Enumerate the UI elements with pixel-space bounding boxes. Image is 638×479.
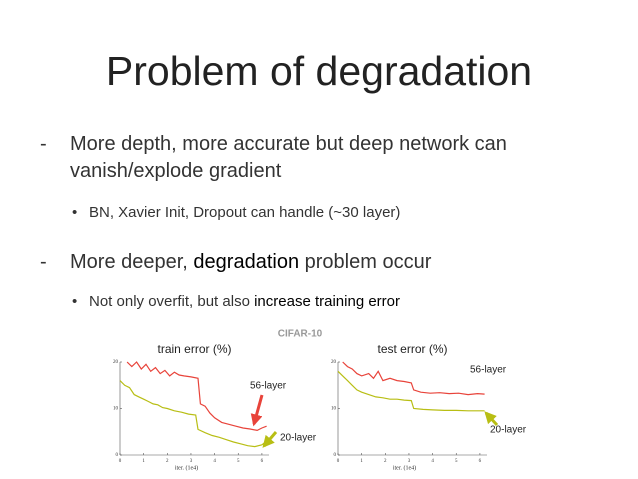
line-series: [342, 361, 485, 396]
arrow: [484, 411, 499, 427]
y-tick-label: 10: [113, 407, 119, 412]
dash: -: [40, 133, 47, 155]
x-tick-label: 6: [479, 459, 482, 464]
y-tick-label: 20: [331, 360, 337, 365]
line-series: [337, 370, 485, 412]
x-axis-label: iter. (1e4): [175, 464, 198, 471]
x-tick-label: 4: [431, 459, 434, 464]
sub-bullet: Not only overfit, but also increase trai…: [89, 293, 400, 310]
arrow: [250, 394, 264, 427]
sub-bullet-text: BN, Xavier Init, Dropout can handle (~30…: [89, 204, 401, 221]
x-tick-label: 0: [119, 459, 122, 464]
x-tick-label: 5: [455, 459, 458, 464]
annotation: 20-layer: [280, 433, 317, 444]
y-tick-label: 0: [116, 453, 119, 458]
x-tick-label: 2: [384, 459, 387, 464]
chart-title: train error (%): [157, 342, 231, 356]
x-tick-label: 0: [337, 459, 340, 464]
bullet-text: More depth, more accurate but deep netwo…: [70, 133, 513, 182]
y-tick-label: 10: [331, 407, 337, 412]
annotation: 56-layer: [470, 365, 507, 376]
figure-title: CIFAR-10: [278, 329, 323, 340]
x-tick-label: 1: [360, 459, 363, 464]
y-tick-label: 0: [334, 453, 337, 458]
x-tick-label: 1: [142, 459, 145, 464]
annotation: 20-layer: [490, 425, 527, 436]
bullet-text: problem occur: [299, 251, 432, 273]
dot: •: [72, 293, 78, 310]
x-tick-label: 3: [190, 459, 193, 464]
x-tick-label: 3: [408, 459, 411, 464]
y-tick-label: 20: [113, 360, 119, 365]
x-tick-label: 6: [261, 459, 264, 464]
x-tick-label: 2: [166, 459, 169, 464]
bullet-text: More deeper,: [70, 251, 194, 273]
x-tick-label: 5: [237, 459, 240, 464]
line-series: [119, 380, 267, 448]
x-axis-label: iter. (1e4): [393, 464, 416, 471]
highlight: degradation: [193, 251, 300, 273]
chart-title: test error (%): [377, 342, 447, 356]
bullet: More depth, more accurate but deep netwo…: [70, 131, 590, 185]
dot: •: [72, 204, 78, 221]
dash: -: [40, 251, 47, 273]
arrow: [262, 431, 278, 448]
x-tick-label: 4: [213, 459, 216, 464]
highlight: increase training error: [254, 293, 400, 310]
slide-title: Problem of degradation: [105, 48, 533, 94]
sub-bullet-text: Not only overfit, but also: [89, 293, 255, 310]
bullet: More deeper, degradation problem occur: [70, 249, 431, 276]
annotation: 56-layer: [250, 381, 287, 392]
line-series: [126, 361, 267, 432]
sub-bullet: BN, Xavier Init, Dropout can handle (~30…: [89, 204, 400, 221]
